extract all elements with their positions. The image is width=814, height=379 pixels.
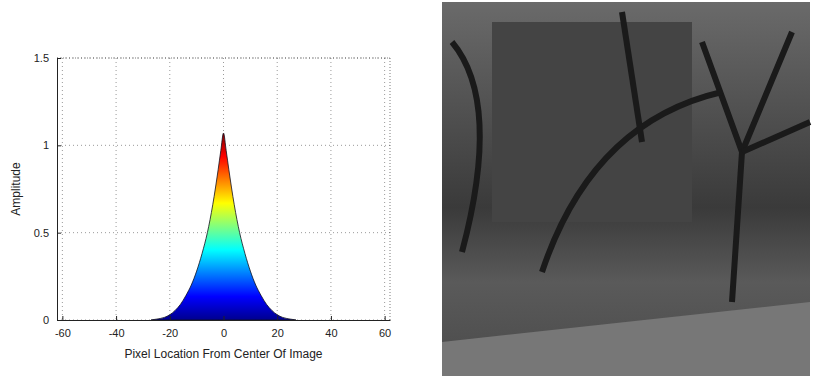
tick-label: 1.5 — [34, 52, 49, 64]
photo-tree — [742, 122, 810, 152]
tick-label: -60 — [55, 327, 71, 339]
tick-label: 0.5 — [34, 227, 49, 239]
tick-mark — [170, 316, 171, 320]
tick-label: 1 — [43, 139, 49, 151]
frame-top — [57, 58, 390, 59]
tick: 0 — [221, 316, 227, 339]
tick-mark — [57, 145, 61, 146]
tick-mark — [277, 316, 278, 320]
tick-label: 40 — [325, 327, 337, 339]
grid-line-x — [169, 58, 170, 320]
tick-label: 20 — [272, 327, 284, 339]
tick: 20 — [272, 316, 284, 339]
plot-marks — [151, 133, 296, 320]
tick-mark — [331, 316, 332, 320]
photo-tree — [542, 92, 722, 272]
tick: -20 — [162, 316, 178, 339]
axis-line — [57, 59, 58, 321]
tick-mark — [62, 316, 63, 320]
tick: 60 — [379, 316, 391, 339]
tick-label: 0 — [43, 314, 49, 326]
y-axis: 0 0.5 1 1.5 — [34, 52, 61, 326]
tick: -40 — [109, 316, 125, 339]
plot-background — [57, 58, 390, 320]
photo-tree — [452, 42, 480, 252]
tick-mark — [57, 320, 61, 321]
grid — [57, 58, 390, 320]
tick-mark — [57, 233, 61, 234]
frame-right — [390, 58, 391, 320]
photo-ground — [442, 2, 810, 376]
x-axis: -60 -40 -20 0 20 40 60 — [55, 316, 391, 339]
grid-line-x — [62, 58, 63, 320]
photo-path — [442, 302, 810, 376]
photo-building — [492, 22, 692, 222]
tick: 0.5 — [34, 227, 61, 239]
tick-mark — [385, 316, 386, 320]
grid-line-x — [330, 58, 331, 320]
tick: 1 — [43, 139, 61, 151]
grid-line-x — [116, 58, 117, 320]
grid-line-x — [384, 58, 385, 320]
tick-label: -20 — [162, 327, 178, 339]
tick: 40 — [325, 316, 337, 339]
tick: 1.5 — [34, 52, 61, 64]
axis-line — [58, 320, 391, 321]
tick-label: -40 — [109, 327, 125, 339]
photo — [442, 2, 810, 376]
x-axis-title: Pixel Location From Center Of Image — [124, 347, 322, 361]
tick: 0 — [43, 314, 61, 326]
grid-line-y — [57, 58, 390, 59]
photo-tree — [702, 32, 792, 302]
tick-label: 60 — [379, 327, 391, 339]
photo-tree — [622, 12, 642, 142]
y-axis-title: Amplitude — [9, 162, 23, 216]
tick-label: 0 — [221, 327, 227, 339]
page: -60 -40 -20 0 20 40 60 0 0.5 1 1.5 Pixel Location F… — [0, 0, 814, 379]
surface-area — [151, 133, 296, 320]
grid-line-x — [277, 58, 278, 320]
tick-mark — [116, 316, 117, 320]
tick-mark — [224, 316, 225, 320]
